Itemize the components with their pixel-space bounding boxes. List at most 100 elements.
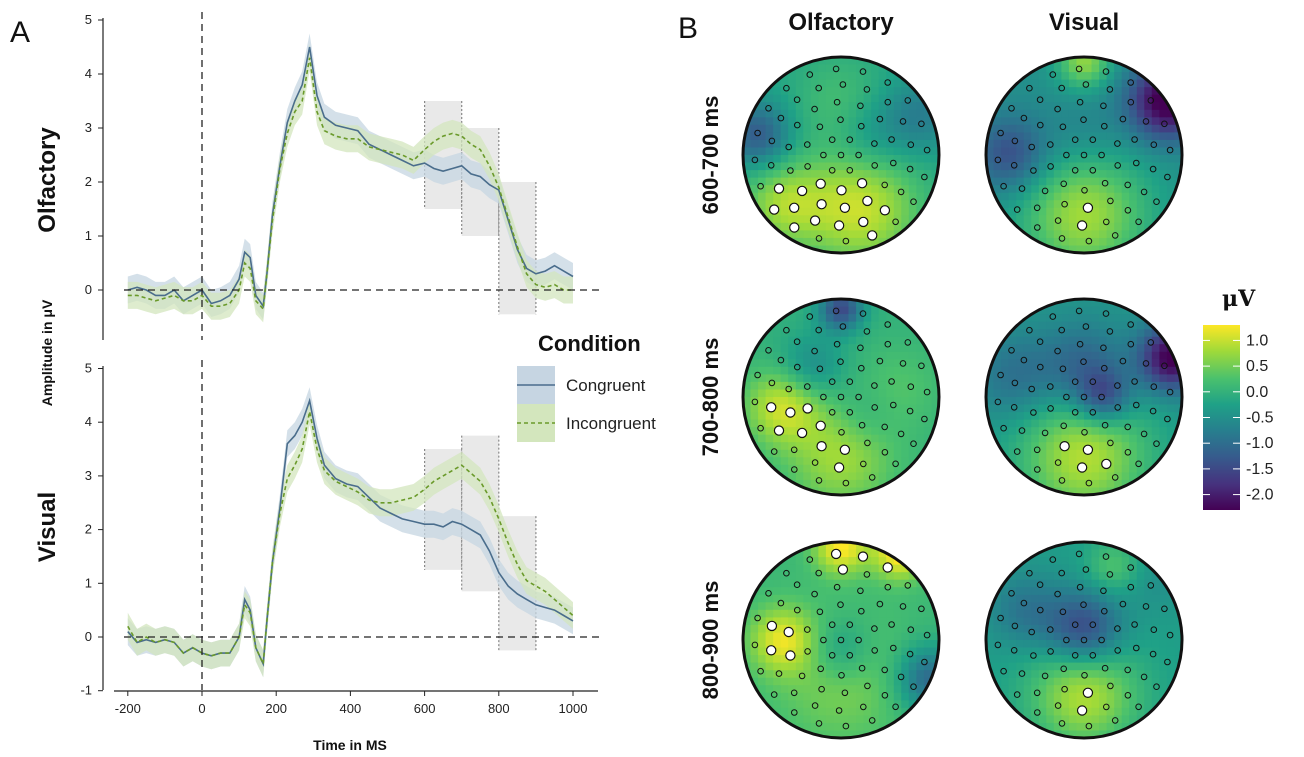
topomap-cell (795, 700, 804, 709)
topomap-cell (1121, 442, 1130, 451)
topomap-cell (750, 237, 759, 246)
topomap-cell (1159, 109, 1168, 118)
topomap-cell (1129, 132, 1138, 141)
topomap-cell (1068, 344, 1077, 353)
topomap-cell (1046, 647, 1055, 656)
topomap-cell (1099, 192, 1108, 201)
topomap-2 (741, 297, 941, 497)
topomap-cell (780, 464, 789, 473)
topomap-cell (848, 624, 857, 633)
topomap-cell (1031, 170, 1040, 179)
topomap-cell (856, 602, 865, 611)
topomap-cell (841, 549, 850, 558)
topomap-cell (878, 624, 887, 633)
electrode (1059, 365, 1067, 373)
electrode (1028, 143, 1035, 151)
topomap-cell (1046, 139, 1055, 148)
topomap-cell (893, 321, 902, 330)
topomap-cell (1174, 314, 1182, 323)
topomap-cell (993, 677, 1002, 686)
topomap-cell (788, 609, 797, 618)
topomap-cell (908, 185, 917, 194)
electrode (1089, 136, 1097, 143)
electrode (879, 205, 891, 216)
topomap-cell (788, 457, 797, 466)
topomap-cell (810, 632, 819, 641)
topomap-cell (856, 624, 865, 633)
topomap-cell (818, 427, 827, 436)
topomap-cell (1053, 192, 1062, 201)
electrode (828, 167, 836, 174)
topomap-cell (1084, 677, 1093, 686)
topomap-cell (1121, 594, 1130, 603)
topomap-cell (773, 124, 782, 133)
topomap-cell (923, 617, 932, 626)
topomap-cell (1046, 715, 1055, 724)
topomap-cell (878, 404, 887, 413)
topomap-cell (1031, 487, 1040, 495)
topomap-cell (841, 222, 850, 231)
topomap-cell (765, 306, 774, 315)
topomap-cell (810, 457, 819, 466)
topomap-cell (901, 162, 910, 171)
topomap-cell (1023, 542, 1032, 551)
topomap-cell (825, 692, 834, 701)
topomap-cell (803, 147, 812, 156)
topomap-cell (795, 564, 804, 573)
electrode (816, 365, 824, 373)
topomap-cell (1076, 602, 1085, 611)
topomap-cell (1068, 132, 1077, 141)
topomap-cell (871, 419, 880, 428)
topomap-cell (1068, 640, 1077, 649)
topomap-cell (833, 299, 842, 308)
topomap-cell (871, 222, 880, 231)
topomap-cell (1023, 215, 1032, 224)
topomap-cell (1099, 170, 1108, 179)
topomap-cell (1023, 677, 1032, 686)
topomap-cell (1038, 404, 1047, 413)
electrode (1013, 206, 1021, 213)
topomap-cell (1106, 419, 1115, 428)
topomap-cell (1068, 389, 1077, 398)
topomap-cell (810, 192, 819, 201)
electrode (1018, 670, 1026, 677)
topomap-cell (1166, 94, 1175, 103)
topomap-cell (871, 557, 880, 566)
topomap-cell (1129, 670, 1138, 679)
topomap-cell (1046, 564, 1055, 573)
electrode (871, 140, 878, 147)
electrode (839, 444, 851, 455)
topomap-cell (788, 72, 797, 81)
topomap-cell (878, 602, 887, 611)
topomap-cell (993, 692, 1002, 701)
topomap-cell (1091, 640, 1100, 649)
topomap-cell (818, 549, 827, 558)
topomap-cell (825, 472, 834, 481)
topomap-cell (1038, 366, 1047, 375)
topomap-cell (1114, 139, 1123, 148)
topomap-cell (818, 670, 827, 679)
topomap-cell (1008, 632, 1017, 641)
topomap-cell (825, 132, 834, 141)
topomap-cell (1129, 542, 1138, 551)
topomap-cell (1106, 632, 1115, 641)
electrode (1082, 444, 1094, 455)
electrode (907, 383, 915, 391)
topomap-cell (1016, 700, 1025, 709)
topomap-cell (931, 412, 939, 421)
electrode (836, 185, 847, 196)
topomap-cell (931, 715, 939, 724)
topomap-cell (931, 549, 939, 558)
topomap-cell (1151, 617, 1160, 626)
topomap-cell (1129, 344, 1138, 353)
topomap-cell (1016, 57, 1025, 66)
topomap-cell (908, 700, 917, 709)
topomap-cell (1099, 602, 1108, 611)
topomap-cell (916, 306, 925, 315)
topomap-cell (1091, 132, 1100, 141)
topomap-cell (916, 222, 925, 231)
topomap-cell (1008, 594, 1017, 603)
topomap-cell (1038, 655, 1047, 664)
electrode (804, 383, 811, 390)
topomap-cell (931, 215, 939, 224)
